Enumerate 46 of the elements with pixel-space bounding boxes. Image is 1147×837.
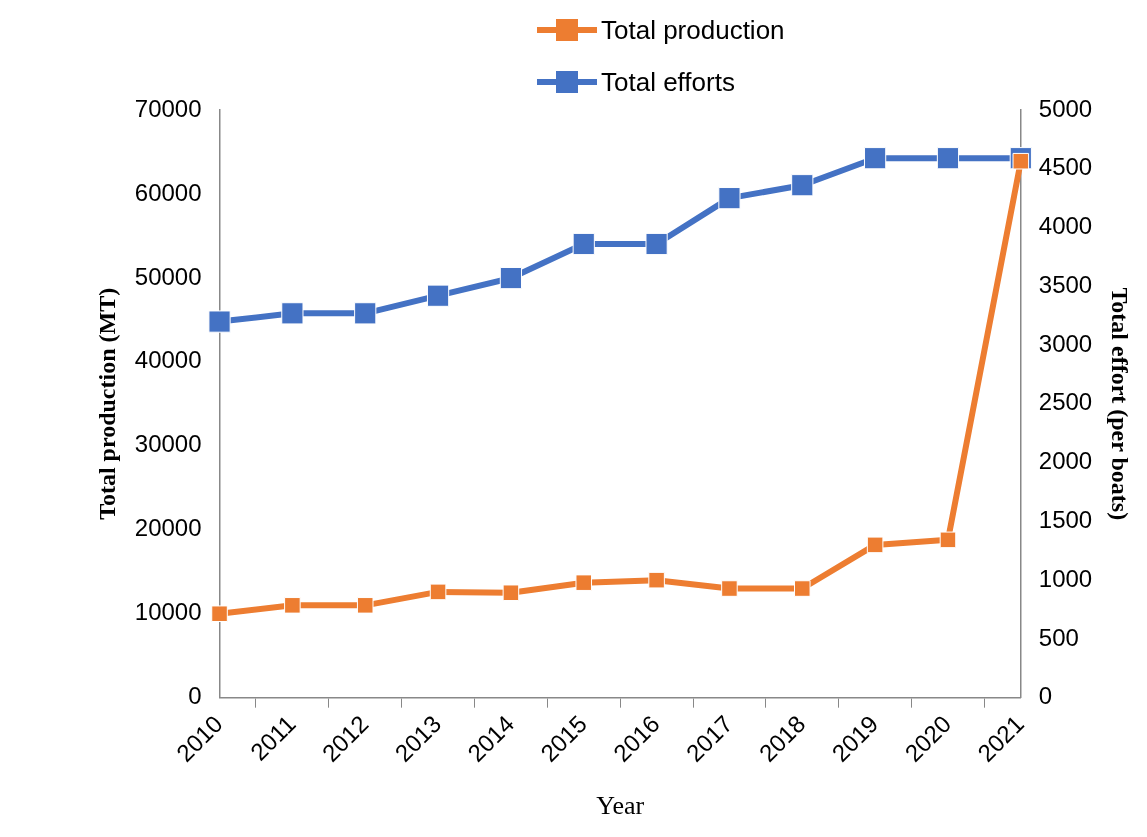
y-tick-label: 20000 [134,514,202,542]
y2-tick-label: 1000 [1038,564,1093,592]
point [794,580,811,597]
y2-tick-label: 3500 [1038,270,1093,298]
y-tick-label: 50000 [134,262,202,290]
point [721,580,738,597]
legend-label: Total efforts [601,66,735,98]
point [502,584,520,602]
point [211,605,228,623]
point [645,232,668,256]
y-axis-title: Total production (MT) [93,287,120,520]
point [499,266,523,290]
y2-tick-label: 500 [1038,623,1079,651]
point [354,302,377,325]
y2-tick-label: 5000 [1038,94,1093,122]
point [575,574,593,591]
point [939,531,957,549]
legend-label: Total production [601,14,785,46]
point [356,597,374,614]
point [791,174,814,197]
y2-tick-label: 4000 [1038,212,1093,240]
point [936,147,960,170]
y-tick-label: 40000 [134,346,202,374]
point [208,310,231,333]
point [281,302,304,325]
y-tick-label: 30000 [134,430,202,458]
point [864,147,887,170]
point [718,187,741,210]
y-tick-label: 70000 [134,94,202,122]
y2-tick-label: 2000 [1038,447,1093,475]
point [866,536,884,554]
point [429,583,447,601]
x-axis-title: Year [596,791,645,821]
y-tick-label: 0 [188,682,202,710]
y2-axis-title: Total effort (per boats) [1107,287,1134,521]
point [284,597,301,614]
y-tick-label: 60000 [134,178,202,206]
y2-tick-label: 1500 [1038,506,1093,533]
y-tick-label: 10000 [134,598,202,626]
point [648,571,665,589]
y2-tick-label: 3000 [1038,329,1093,357]
y2-tick-label: 0 [1038,682,1053,710]
point [426,284,450,307]
y2-tick-label: 2500 [1038,388,1093,416]
point [572,232,595,256]
y2-tick-label: 4500 [1038,153,1093,181]
